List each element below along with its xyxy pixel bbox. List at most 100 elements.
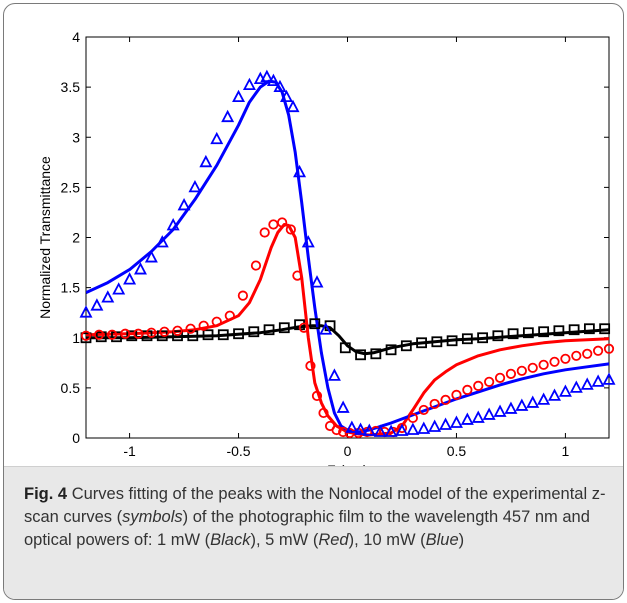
y-tick-label: 4	[72, 29, 80, 45]
y-tick-label: 2.5	[61, 179, 81, 195]
triangle-marker	[79, 305, 93, 318]
circle-marker	[494, 372, 506, 383]
triangle-marker	[336, 400, 350, 413]
triangle-marker	[504, 401, 518, 414]
triangle-marker	[569, 380, 583, 393]
plot-area	[85, 36, 610, 439]
y-tick-label: 0.5	[61, 380, 81, 396]
y-tick-label: 1.5	[61, 280, 81, 296]
triangle-marker	[210, 131, 224, 145]
triangle-marker	[362, 423, 376, 436]
square-marker	[263, 324, 275, 336]
circle-marker	[277, 217, 288, 228]
triangle-marker	[279, 89, 293, 103]
triangle-marker	[428, 419, 442, 432]
circle-marker	[80, 330, 92, 341]
y-tick-label: 3	[72, 129, 80, 145]
circle-marker	[185, 323, 196, 334]
circle-marker	[172, 325, 183, 336]
square-marker	[400, 340, 412, 352]
triangle-marker	[537, 392, 551, 405]
triangle-marker	[266, 73, 280, 87]
triangle-marker	[286, 99, 300, 113]
square-marker	[248, 326, 260, 338]
triangle-marker	[199, 154, 213, 168]
circle-marker	[292, 270, 303, 281]
y-axis-label: Normalized Transmittance	[37, 156, 53, 319]
x-tick-label: 1	[562, 443, 570, 459]
circle-marker	[224, 310, 235, 321]
triangle-marker	[449, 415, 463, 428]
fit-line-0	[86, 324, 609, 356]
circle-marker	[538, 359, 549, 370]
figure-caption: Fig. 4 Curves fitting of the peaks with …	[24, 483, 609, 552]
circle-marker	[527, 362, 538, 373]
circle-marker	[603, 343, 615, 354]
circle-marker	[159, 326, 170, 337]
triangle-marker	[310, 275, 324, 288]
triangle-marker	[144, 250, 158, 263]
square-marker	[95, 331, 107, 343]
square-marker	[217, 329, 229, 341]
triangle-marker	[482, 407, 496, 420]
square-marker	[538, 326, 550, 338]
square-marker	[309, 318, 321, 330]
triangle-marker	[395, 423, 409, 436]
triangle-marker	[515, 398, 529, 411]
caption-red: Red	[318, 531, 349, 549]
circle-marker	[473, 380, 484, 391]
circle-marker	[462, 384, 473, 395]
triangle-marker	[90, 298, 104, 311]
triangle-marker	[602, 372, 616, 385]
square-marker	[522, 327, 534, 339]
square-marker	[126, 330, 138, 342]
caption-sep-1: ), 5 mW (	[250, 531, 319, 549]
circle-marker	[298, 322, 310, 333]
square-marker	[278, 322, 290, 334]
y-tick-label: 1	[72, 330, 80, 346]
circle-marker	[250, 260, 262, 271]
z-scan-chart: 0 0.5 1 1.5 2 2.5 3 3.5 4 -1 -0.5 0 0.5 1 Z (cm) Normal…	[37, 29, 616, 466]
caption-symbols: symbols	[122, 508, 183, 526]
triangle-marker	[580, 377, 594, 390]
circle-marker	[311, 390, 323, 401]
triangle-marker	[232, 89, 246, 103]
triangle-marker	[460, 412, 474, 425]
fit-line-2	[86, 79, 609, 434]
triangle-marker	[133, 262, 147, 275]
square-marker	[416, 337, 427, 349]
triangle-marker	[242, 77, 256, 91]
circle-marker	[133, 328, 144, 339]
y-tick-label: 2	[72, 230, 80, 246]
circle-marker	[440, 394, 451, 406]
triangle-marker	[273, 79, 287, 93]
caption-sep-2: ), 10 mW (	[348, 531, 426, 549]
square-marker	[553, 325, 565, 337]
triangle-marker	[112, 282, 126, 295]
triangle-marker	[417, 421, 431, 434]
triangle-marker	[301, 235, 315, 248]
square-marker	[339, 342, 351, 354]
square-marker	[385, 344, 397, 356]
circle-marker	[305, 360, 316, 371]
caption-end: )	[458, 531, 465, 549]
square-marker	[202, 329, 214, 341]
triangle-marker	[155, 235, 169, 248]
circle-marker	[418, 404, 429, 416]
square-marker	[477, 332, 489, 344]
circle-marker	[146, 327, 157, 338]
circle-marker	[560, 353, 571, 364]
triangle-marker	[177, 197, 191, 211]
caption-text-1: Curves fitting of the peaks with the Non…	[24, 485, 606, 526]
x-axis-label: Z (cm)	[327, 462, 367, 466]
triangle-marker	[373, 424, 387, 437]
circle-marker	[318, 407, 329, 419]
x-tick-label: -0.5	[226, 443, 250, 459]
square-marker	[172, 330, 183, 342]
caption-box: Fig. 4 Curves fitting of the peaks with …	[4, 466, 623, 599]
circle-marker	[429, 398, 440, 410]
circle-marker	[593, 345, 604, 356]
triangle-marker	[439, 417, 453, 430]
triangle-marker	[526, 395, 540, 408]
square-marker	[355, 349, 366, 361]
